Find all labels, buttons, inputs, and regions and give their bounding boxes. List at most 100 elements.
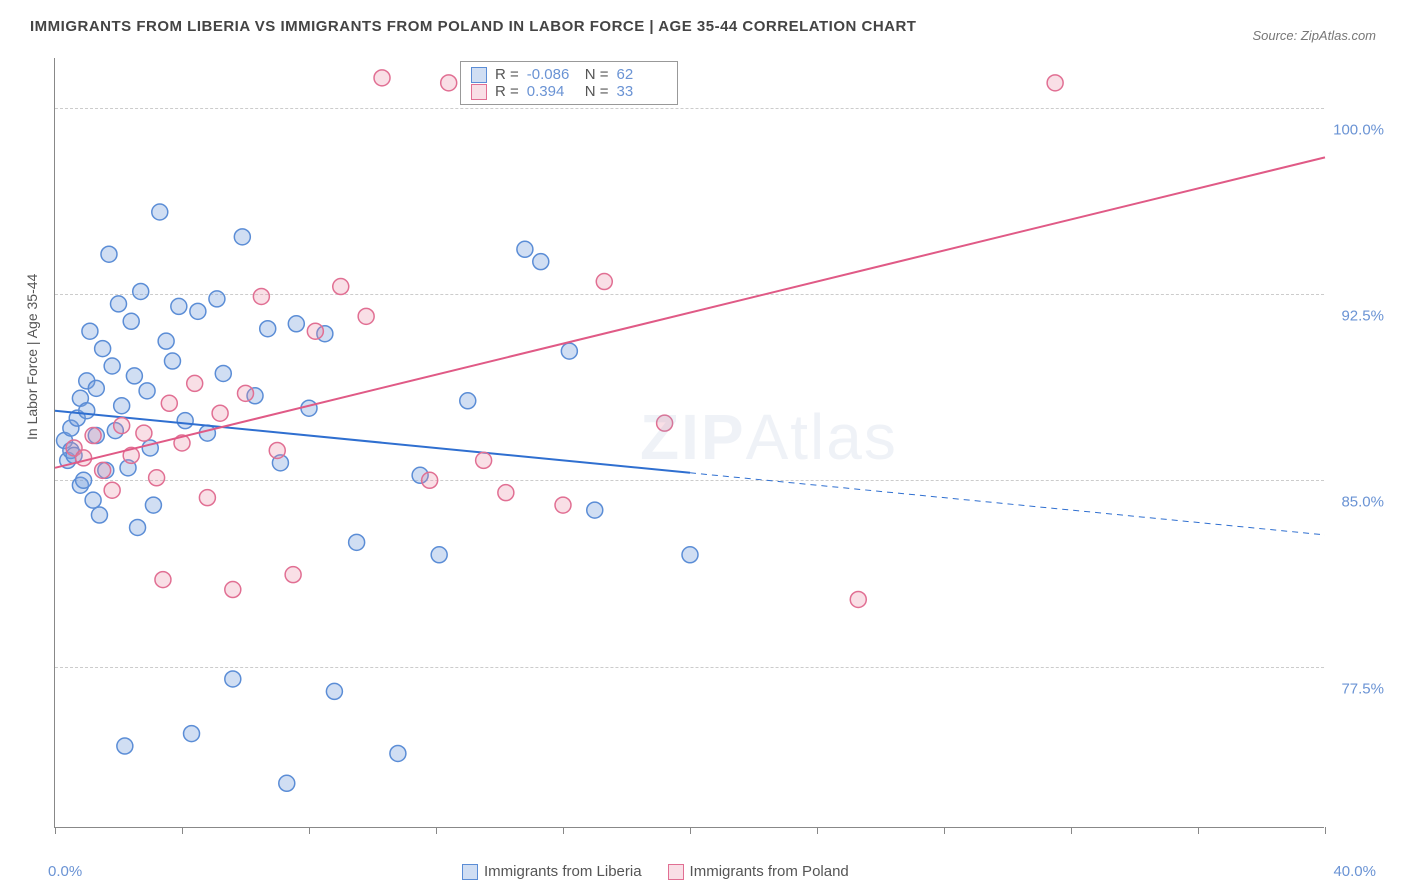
- data-point: [555, 497, 571, 513]
- x-tick: [944, 827, 945, 834]
- chart-title: IMMIGRANTS FROM LIBERIA VS IMMIGRANTS FR…: [30, 18, 916, 35]
- data-point: [682, 547, 698, 563]
- data-point: [152, 204, 168, 220]
- data-point: [326, 683, 342, 699]
- data-point: [149, 470, 165, 486]
- legend-item: Immigrants from Poland: [668, 863, 849, 880]
- data-point: [260, 321, 276, 337]
- data-point: [85, 428, 101, 444]
- data-point: [238, 385, 254, 401]
- x-tick: [817, 827, 818, 834]
- stats-r-value: 0.394: [527, 83, 577, 100]
- x-max-label: 40.0%: [1333, 863, 1376, 880]
- data-point: [114, 418, 130, 434]
- data-point: [111, 296, 127, 312]
- data-point: [333, 279, 349, 295]
- stats-row: R =-0.086N =62: [471, 66, 667, 83]
- x-tick: [309, 827, 310, 834]
- x-tick: [55, 827, 56, 834]
- data-point: [123, 313, 139, 329]
- data-point: [171, 298, 187, 314]
- x-tick: [1325, 827, 1326, 834]
- x-tick: [182, 827, 183, 834]
- data-point: [517, 241, 533, 257]
- data-point: [190, 303, 206, 319]
- stats-n-value: 62: [617, 66, 667, 83]
- data-point: [161, 395, 177, 411]
- data-point: [476, 452, 492, 468]
- x-tick: [690, 827, 691, 834]
- plot-svg: [55, 58, 1324, 827]
- data-point: [374, 70, 390, 86]
- data-point: [234, 229, 250, 245]
- data-point: [561, 343, 577, 359]
- data-point: [114, 398, 130, 414]
- bottom-legend: Immigrants from Liberia Immigrants from P…: [462, 863, 849, 880]
- data-point: [279, 775, 295, 791]
- data-point: [288, 316, 304, 332]
- legend-label: Immigrants from Liberia: [484, 863, 642, 880]
- data-point: [431, 547, 447, 563]
- data-point: [199, 490, 215, 506]
- data-point: [95, 462, 111, 478]
- data-point: [76, 450, 92, 466]
- data-point: [101, 246, 117, 262]
- data-point: [225, 582, 241, 598]
- data-point: [145, 497, 161, 513]
- data-point: [533, 254, 549, 270]
- data-point: [136, 425, 152, 441]
- data-point: [104, 482, 120, 498]
- y-tick-label: 100.0%: [1333, 121, 1384, 138]
- data-point: [1047, 75, 1063, 91]
- data-point: [187, 375, 203, 391]
- source-label: Source: ZipAtlas.com: [1252, 28, 1376, 43]
- legend-swatch: [462, 864, 478, 880]
- data-point: [215, 365, 231, 381]
- y-tick-label: 85.0%: [1341, 494, 1384, 511]
- stats-r-label: R =: [495, 66, 519, 83]
- data-point: [225, 671, 241, 687]
- data-point: [85, 492, 101, 508]
- regression-line: [55, 157, 1325, 467]
- stats-n-label: N =: [585, 66, 609, 83]
- data-point: [441, 75, 457, 91]
- data-point: [358, 308, 374, 324]
- plot-area: [54, 58, 1324, 828]
- data-point: [139, 383, 155, 399]
- stats-box: R =-0.086N =62R =0.394N =33: [460, 61, 678, 105]
- data-point: [850, 591, 866, 607]
- legend-swatch: [668, 864, 684, 880]
- stats-n-value: 33: [617, 83, 667, 100]
- data-point: [307, 323, 323, 339]
- data-point: [657, 415, 673, 431]
- data-point: [130, 519, 146, 535]
- y-tick-label: 77.5%: [1341, 680, 1384, 697]
- data-point: [91, 507, 107, 523]
- stats-r-label: R =: [495, 83, 519, 100]
- data-point: [199, 425, 215, 441]
- data-point: [79, 403, 95, 419]
- data-point: [158, 333, 174, 349]
- data-point: [164, 353, 180, 369]
- data-point: [177, 413, 193, 429]
- data-point: [390, 745, 406, 761]
- data-point: [133, 283, 149, 299]
- y-axis-label: In Labor Force | Age 35-44: [24, 274, 40, 440]
- series-swatch: [471, 67, 487, 83]
- stats-row: R =0.394N =33: [471, 83, 667, 100]
- data-point: [184, 726, 200, 742]
- data-point: [88, 380, 104, 396]
- x-tick: [436, 827, 437, 834]
- data-point: [76, 472, 92, 488]
- data-point: [209, 291, 225, 307]
- data-point: [349, 534, 365, 550]
- regression-line-dashed: [690, 473, 1325, 535]
- data-point: [82, 323, 98, 339]
- data-point: [126, 368, 142, 384]
- data-point: [95, 341, 111, 357]
- data-point: [155, 572, 171, 588]
- legend-label: Immigrants from Poland: [690, 863, 849, 880]
- legend-item: Immigrants from Liberia: [462, 863, 642, 880]
- x-tick: [1198, 827, 1199, 834]
- data-point: [117, 738, 133, 754]
